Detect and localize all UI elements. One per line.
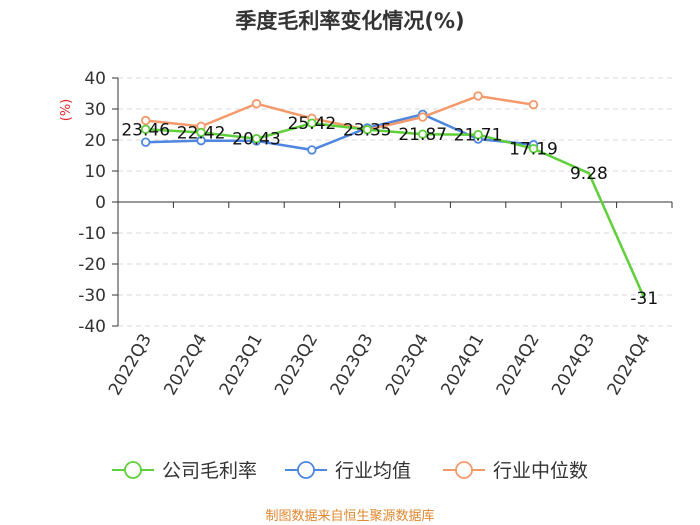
y-tick-label: -10 bbox=[78, 224, 106, 244]
data-point bbox=[140, 124, 151, 134]
data-point bbox=[251, 133, 262, 144]
y-tick-label: -20 bbox=[78, 255, 106, 275]
data-label: 23.46 bbox=[121, 120, 170, 140]
x-tick-label: 2023Q4 bbox=[382, 331, 433, 399]
legend-marker bbox=[297, 461, 315, 479]
data-label: 23.35 bbox=[343, 121, 392, 141]
y-tick-label: 20 bbox=[84, 131, 106, 151]
legend-marker bbox=[124, 461, 142, 479]
legend-marker bbox=[455, 461, 473, 479]
series-line bbox=[145, 94, 534, 132]
x-tick-label: 2022Q4 bbox=[160, 331, 211, 399]
legend-label: 行业均值 bbox=[335, 460, 411, 482]
x-tick-label: 2023Q3 bbox=[327, 331, 378, 399]
data-point bbox=[251, 99, 262, 109]
legend[interactable]: 公司毛利率 行业均值 行业中位数 bbox=[112, 460, 588, 482]
legend-label: 公司毛利率 bbox=[162, 460, 257, 482]
y-tick-label: 0 bbox=[95, 193, 106, 213]
x-tick-label: 2024Q3 bbox=[548, 331, 599, 399]
grid-lines bbox=[118, 77, 672, 327]
y-tick-label: 40 bbox=[84, 69, 106, 89]
x-tick-label: 2023Q1 bbox=[216, 331, 267, 399]
chart-title: 季度毛利率变化情况(%) bbox=[235, 9, 464, 33]
data-label: -31 bbox=[630, 289, 658, 309]
data-label: 17.19 bbox=[509, 140, 558, 160]
data-point bbox=[307, 145, 317, 155]
data-point bbox=[418, 129, 428, 139]
x-tick-label: 2024Q4 bbox=[604, 331, 655, 399]
data-label: 20.43 bbox=[232, 130, 281, 150]
data-point bbox=[473, 91, 483, 101]
x-tick-label: 2024Q1 bbox=[437, 330, 488, 398]
data-label: 9.28 bbox=[570, 164, 608, 184]
legend-item[interactable]: 行业中位数 bbox=[443, 460, 588, 482]
y-tick-label: 30 bbox=[84, 100, 106, 120]
y-tick-label: -30 bbox=[78, 286, 106, 306]
series-layer bbox=[140, 91, 646, 299]
source-note: 制图数据来自恒生聚源数据库 bbox=[265, 508, 434, 524]
legend-label: 行业中位数 bbox=[493, 460, 588, 482]
legend-item[interactable]: 公司毛利率 bbox=[112, 460, 257, 482]
data-label: 25.42 bbox=[288, 114, 337, 134]
data-point bbox=[307, 118, 317, 128]
data-point bbox=[528, 144, 539, 154]
data-label: 21.71 bbox=[454, 126, 503, 146]
y-axis-label: (%) bbox=[59, 99, 74, 122]
x-tick-label: 2024Q2 bbox=[493, 331, 544, 399]
data-label: 22.42 bbox=[177, 123, 226, 143]
x-tick-label: 2022Q3 bbox=[105, 331, 156, 399]
data-point bbox=[473, 129, 483, 140]
data-point bbox=[140, 115, 151, 126]
data-labels: 23.46 22.42 20.43 25.42 23.35 21.87 21.71 17.19… bbox=[121, 114, 658, 309]
series-line bbox=[145, 121, 646, 299]
data-point bbox=[362, 124, 372, 135]
data-point bbox=[418, 112, 428, 122]
series-0 bbox=[140, 118, 646, 299]
data-point bbox=[528, 99, 539, 110]
legend-item[interactable]: 行业均值 bbox=[285, 460, 411, 482]
y-tick-label: -40 bbox=[78, 317, 106, 337]
y-tick-label: 10 bbox=[84, 162, 106, 182]
data-label: 21.87 bbox=[398, 125, 447, 145]
data-point bbox=[140, 137, 151, 147]
x-tick-label: 2023Q2 bbox=[271, 331, 322, 399]
data-point bbox=[196, 127, 206, 138]
